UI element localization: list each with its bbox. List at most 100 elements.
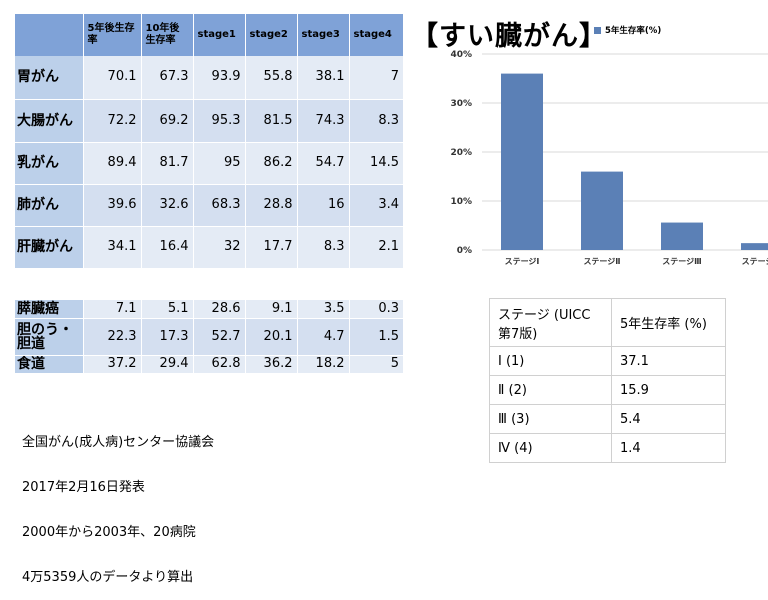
table-row: 膵臓癌 7.1 5.1 28.6 9.1 3.5 0.3 (15, 300, 403, 318)
table-cell: 72.2 (82, 98, 141, 142)
stage-table-row: Ⅰ (1) 37.1 (489, 346, 726, 376)
bar (581, 171, 623, 250)
bar (741, 243, 768, 250)
rate-header-cell: 5年生存率 (%) (611, 298, 726, 347)
row-label: 肺がん (15, 183, 84, 226)
x-tick-label: ステージⅣ (742, 257, 768, 266)
stage-cell: Ⅱ (2) (489, 375, 612, 405)
rate-cell: 5.4 (611, 404, 726, 434)
stage-cell: Ⅲ (3) (489, 404, 612, 434)
header-cell: stage3 (296, 14, 349, 56)
table-cell: 93.9 (192, 56, 245, 99)
row-label: 膵臓癌 (15, 300, 84, 318)
survival-table: 5年後生存率 10年後生存率 stage1 stage2 stage3 stag… (15, 14, 403, 268)
y-tick-label: 20% (450, 148, 472, 158)
y-tick-label: 10% (450, 197, 472, 207)
table-cell: 34.1 (82, 225, 141, 268)
header-cell: stage2 (244, 14, 297, 56)
x-tick-label: ステージⅠ (505, 257, 540, 266)
header-cell: stage4 (348, 14, 403, 56)
y-tick-label: 0% (457, 246, 472, 256)
bar-chart: 0% 10% 20% 30% 40% ステージⅠ ステージⅡ ステージⅢ ステージⅣ (450, 50, 768, 266)
table-row: 胃がん 70.1 67.3 93.9 55.8 38.1 7 (15, 56, 403, 99)
table-cell: 20.1 (244, 317, 297, 355)
table-cell: 39.6 (82, 183, 141, 226)
table-cell: 4.7 (296, 317, 349, 355)
table-cell: 1.5 (348, 317, 403, 355)
header-cell: 5年後生存率 (82, 14, 141, 56)
table-cell: 95 (192, 141, 245, 184)
table-cell: 29.4 (140, 354, 193, 373)
source-note-line: 2000年から2003年、20病院 (22, 525, 196, 540)
table-cell: 16.4 (140, 225, 193, 268)
table-cell: 3.5 (296, 300, 349, 318)
chart-legend: 5年生存率(%) (594, 24, 661, 36)
table-cell: 67.3 (140, 56, 193, 99)
table-cell: 3.4 (348, 183, 403, 226)
header-cell (15, 14, 83, 56)
table-cell: 9.1 (244, 300, 297, 318)
table-cell: 95.3 (192, 98, 245, 142)
table-cell: 55.8 (244, 56, 297, 99)
source-note: 全国がん(成人病)センター協議会 2017年2月16日発表 2000年から200… (22, 405, 214, 600)
table-cell: 5 (348, 354, 403, 373)
source-note-line: 4万5359人のデータより算出 (22, 570, 194, 585)
table-cell: 36.2 (244, 354, 297, 373)
table-cell: 74.3 (296, 98, 349, 142)
table-cell: 37.2 (82, 354, 141, 373)
table-cell: 81.7 (140, 141, 193, 184)
header-cell: 10年後生存率 (140, 14, 193, 56)
table-cell: 54.7 (296, 141, 349, 184)
table-cell: 28.6 (192, 300, 245, 318)
table-cell: 69.2 (140, 98, 193, 142)
stage-cell: Ⅳ (4) (489, 433, 612, 463)
table-row: 大腸がん 72.2 69.2 95.3 81.5 74.3 8.3 (15, 98, 403, 142)
x-tick-label: ステージⅡ (583, 257, 620, 266)
stage-table-row: Ⅲ (3) 5.4 (489, 404, 726, 434)
source-note-line: 2017年2月16日発表 (22, 480, 145, 495)
table-cell: 0.3 (348, 300, 403, 318)
table-cell: 81.5 (244, 98, 297, 142)
row-label: 大腸がん (15, 98, 84, 142)
stage-table-header-row: ステージ (UICC第7版) 5年生存率 (%) (489, 298, 726, 347)
table-cell: 32 (192, 225, 245, 268)
table-cell: 16 (296, 183, 349, 226)
bar (661, 222, 703, 250)
rate-cell: 1.4 (611, 433, 726, 463)
row-label: 胃がん (15, 56, 84, 99)
table-cell: 22.3 (82, 317, 141, 355)
table-row: 胆のう・胆道 22.3 17.3 52.7 20.1 4.7 1.5 (15, 317, 403, 355)
stage-cell: Ⅰ (1) (489, 346, 612, 376)
table-cell: 32.6 (140, 183, 193, 226)
table-cell: 7.1 (82, 300, 141, 318)
table-cell: 17.7 (244, 225, 297, 268)
table-cell: 86.2 (244, 141, 297, 184)
row-label: 肝臓がん (15, 225, 84, 268)
x-tick-label: ステージⅢ (662, 257, 701, 266)
table-cell: 70.1 (82, 56, 141, 99)
table-row: 食道 37.2 29.4 62.8 36.2 18.2 5 (15, 354, 403, 373)
table-cell: 7 (348, 56, 403, 99)
rate-cell: 37.1 (611, 346, 726, 376)
legend-label: 5年生存率(%) (605, 26, 662, 36)
y-tick-label: 30% (450, 99, 472, 109)
legend-swatch (594, 26, 601, 34)
rate-cell: 15.9 (611, 375, 726, 405)
stage-header-cell: ステージ (UICC第7版) (489, 298, 612, 347)
row-label: 食道 (15, 354, 84, 373)
table-cell: 14.5 (348, 141, 403, 184)
bar (501, 73, 543, 250)
table-cell: 5.1 (140, 300, 193, 318)
survival-table-2: 膵臓癌 7.1 5.1 28.6 9.1 3.5 0.3 胆のう・胆道 22.3 17.3 52.7… (15, 300, 403, 373)
table-cell: 8.3 (348, 98, 403, 142)
table-cell: 62.8 (192, 354, 245, 373)
table-cell: 17.3 (140, 317, 193, 355)
stage-table-row: Ⅱ (2) 15.9 (489, 375, 726, 405)
table-cell: 8.3 (296, 225, 349, 268)
y-tick-label: 40% (450, 50, 472, 60)
chart-heading: 【すい臓がん】 (411, 21, 607, 52)
table-cell: 89.4 (82, 141, 141, 184)
table-row: 乳がん 89.4 81.7 95 86.2 54.7 14.5 (15, 141, 403, 184)
table-cell: 38.1 (296, 56, 349, 99)
table-cell: 28.8 (244, 183, 297, 226)
